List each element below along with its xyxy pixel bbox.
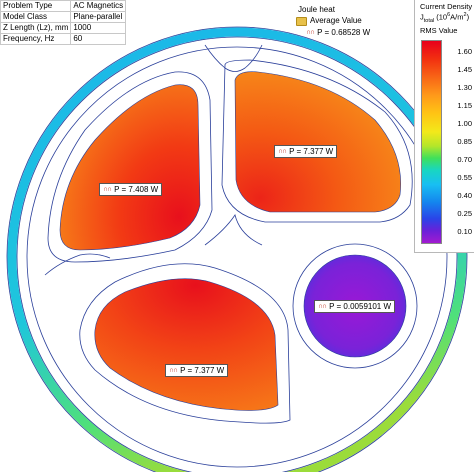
property-row: Problem Type AC Magnetics <box>0 0 127 12</box>
outer-shield <box>7 27 467 472</box>
power-value: P = 7.408 W <box>114 185 159 194</box>
power-value: P = 0.0059101 W <box>329 302 392 311</box>
probe-icon: ∩∩ <box>318 303 327 310</box>
legend-tick: 0.40 <box>457 191 472 200</box>
folder-icon <box>296 16 307 26</box>
average-value-text: P = 0.68528 W <box>317 28 371 37</box>
power-value: P = 7.377 W <box>180 366 225 375</box>
legend-tick: 1.30 <box>457 83 472 92</box>
legend-unit-prefix: (10 <box>436 12 448 22</box>
legend-color-bar <box>421 40 442 244</box>
legend-tick: 0.25 <box>457 209 472 218</box>
legend-unit-exp: 6 <box>447 12 451 18</box>
property-value: AC Magnetics <box>70 0 127 12</box>
problem-properties-table: Problem Type AC Magnetics Model Class Plan… <box>0 0 127 45</box>
legend-unit-mid: A/m <box>450 12 464 22</box>
conductor-power-label[interactable]: ∩∩ P = 7.377 W <box>274 145 338 158</box>
joule-heat-panel: Joule heat Average Value ∩∩ P = 0.68528 … <box>296 4 370 39</box>
legend-tick: 0.10 <box>457 227 472 236</box>
property-value: 1000 <box>70 22 127 34</box>
legend-subscript: total <box>423 18 435 24</box>
average-value-label: Average Value <box>310 16 362 25</box>
legend-header: Current Density Jtotal (106A/m2) RMS Val… <box>420 2 472 35</box>
property-key: Problem Type <box>0 0 72 12</box>
separator-outline <box>204 44 263 72</box>
outer-boundary <box>6 26 468 472</box>
conductor-outline <box>79 263 291 424</box>
property-value: Plane-parallel <box>70 11 127 23</box>
legend-tick: 1.00 <box>457 119 472 128</box>
conductor-power-label[interactable]: ∩∩ P = 0.0059101 W <box>314 300 396 313</box>
property-row: Frequency, Hz 60 <box>0 33 127 45</box>
conductor-top-right[interactable] <box>234 71 401 213</box>
legend-unit-exp2: 2 <box>463 12 467 18</box>
shield-inner-edge <box>16 36 458 472</box>
property-row: Z Length (Lz), mm 1000 <box>0 22 127 34</box>
legend-tick: 1.45 <box>457 65 472 74</box>
legend-unit: Jtotal (106A/m2) <box>420 11 472 26</box>
property-value: 60 <box>70 33 127 45</box>
conductor-bottom[interactable] <box>94 278 279 411</box>
conductor-power-label[interactable]: ∩∩ P = 7.408 W <box>99 183 163 196</box>
legend-mode: RMS Value <box>420 26 458 35</box>
average-value-result[interactable]: ∩∩ P = 0.68528 W <box>296 27 370 39</box>
property-key: Model Class <box>0 11 72 23</box>
conductor-outline <box>221 59 413 223</box>
legend-tick: 0.85 <box>457 137 472 146</box>
legend-title: Current Density <box>420 2 473 11</box>
probe-icon: ∩∩ <box>306 29 315 36</box>
legend-quantity: J <box>420 12 424 22</box>
power-value: P = 7.377 W <box>289 147 334 156</box>
legend-tick: 0.70 <box>457 155 472 164</box>
legend-tick: 0.55 <box>457 173 472 182</box>
conductor-left[interactable] <box>59 84 201 251</box>
legend-tick: 1.60 <box>457 47 472 56</box>
probe-icon: ∩∩ <box>103 186 112 193</box>
insulation-boundary <box>26 46 448 468</box>
property-key: Z Length (Lz), mm <box>0 22 72 34</box>
separator-outline <box>44 253 111 276</box>
conductor-power-label[interactable]: ∩∩ P = 7.377 W <box>165 364 229 377</box>
property-row: Model Class Plane-parallel <box>0 11 127 23</box>
conductor-outline <box>47 71 213 263</box>
separator-outline <box>204 214 263 246</box>
core-outline <box>292 243 418 369</box>
average-value-item[interactable]: Average Value <box>296 15 370 27</box>
probe-icon: ∩∩ <box>278 148 287 155</box>
joule-heat-title: Joule heat <box>298 5 335 14</box>
color-legend: Current Density Jtotal (106A/m2) RMS Val… <box>414 0 474 253</box>
probe-icon: ∩∩ <box>169 367 178 374</box>
legend-tick: 1.15 <box>457 101 472 110</box>
legend-unit-end: ) <box>466 12 470 22</box>
property-key: Frequency, Hz <box>0 33 72 45</box>
